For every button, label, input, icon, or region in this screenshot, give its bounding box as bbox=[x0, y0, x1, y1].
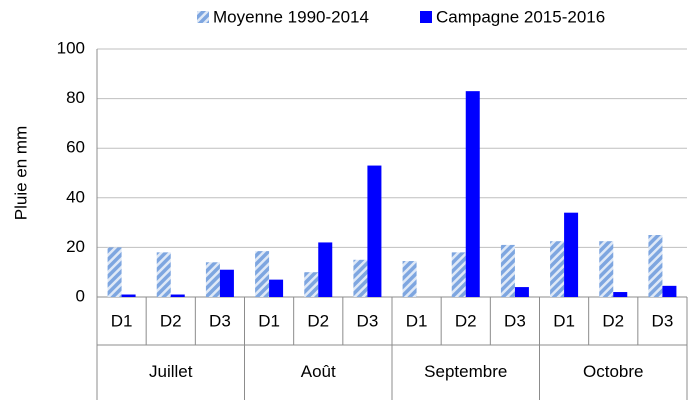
bar bbox=[514, 287, 529, 297]
bar bbox=[599, 241, 614, 297]
bar bbox=[367, 165, 382, 297]
bar bbox=[121, 294, 136, 297]
bar bbox=[613, 292, 628, 297]
legend-swatch bbox=[420, 11, 432, 23]
group-label: Août bbox=[301, 362, 336, 381]
bar bbox=[269, 279, 284, 297]
x-tick-label: D3 bbox=[652, 311, 674, 330]
bar bbox=[451, 252, 466, 297]
bar bbox=[353, 259, 368, 297]
bar bbox=[219, 269, 234, 297]
bar bbox=[465, 91, 480, 297]
bar bbox=[170, 294, 185, 297]
x-tick-label: D2 bbox=[602, 311, 624, 330]
x-tick-label: D1 bbox=[406, 311, 428, 330]
x-tick-label: D1 bbox=[553, 311, 575, 330]
bar bbox=[648, 235, 663, 297]
legend-label: Moyenne 1990-2014 bbox=[213, 7, 369, 26]
x-tick-label: D3 bbox=[504, 311, 526, 330]
group-label: Octobre bbox=[583, 362, 643, 381]
bar bbox=[255, 251, 270, 297]
y-tick-label: 100 bbox=[57, 38, 85, 57]
legend-swatch bbox=[197, 11, 209, 23]
x-tick-label: D2 bbox=[307, 311, 329, 330]
y-tick-label: 20 bbox=[66, 237, 85, 256]
x-tick-label: D1 bbox=[111, 311, 133, 330]
bar bbox=[304, 272, 319, 297]
group-label: Septembre bbox=[424, 362, 507, 381]
y-tick-label: 40 bbox=[66, 187, 85, 206]
y-axis-label: Pluie en mm bbox=[11, 126, 30, 220]
bar bbox=[550, 241, 565, 297]
x-tick-label: D3 bbox=[357, 311, 379, 330]
y-tick-label: 60 bbox=[66, 138, 85, 157]
bar bbox=[107, 247, 122, 297]
x-tick-label: D2 bbox=[455, 311, 477, 330]
x-tick-label: D1 bbox=[258, 311, 280, 330]
group-label: Juillet bbox=[149, 362, 193, 381]
bar bbox=[564, 212, 579, 297]
bar bbox=[662, 285, 677, 297]
x-tick-label: D3 bbox=[209, 311, 231, 330]
bar bbox=[500, 244, 515, 297]
y-tick-label: 0 bbox=[76, 286, 85, 305]
x-tick-label: D2 bbox=[160, 311, 182, 330]
bar bbox=[205, 262, 220, 297]
legend-label: Campagne 2015-2016 bbox=[436, 7, 605, 26]
y-tick-label: 80 bbox=[66, 88, 85, 107]
bar bbox=[402, 261, 417, 297]
bar bbox=[318, 242, 333, 297]
bar bbox=[156, 252, 171, 297]
